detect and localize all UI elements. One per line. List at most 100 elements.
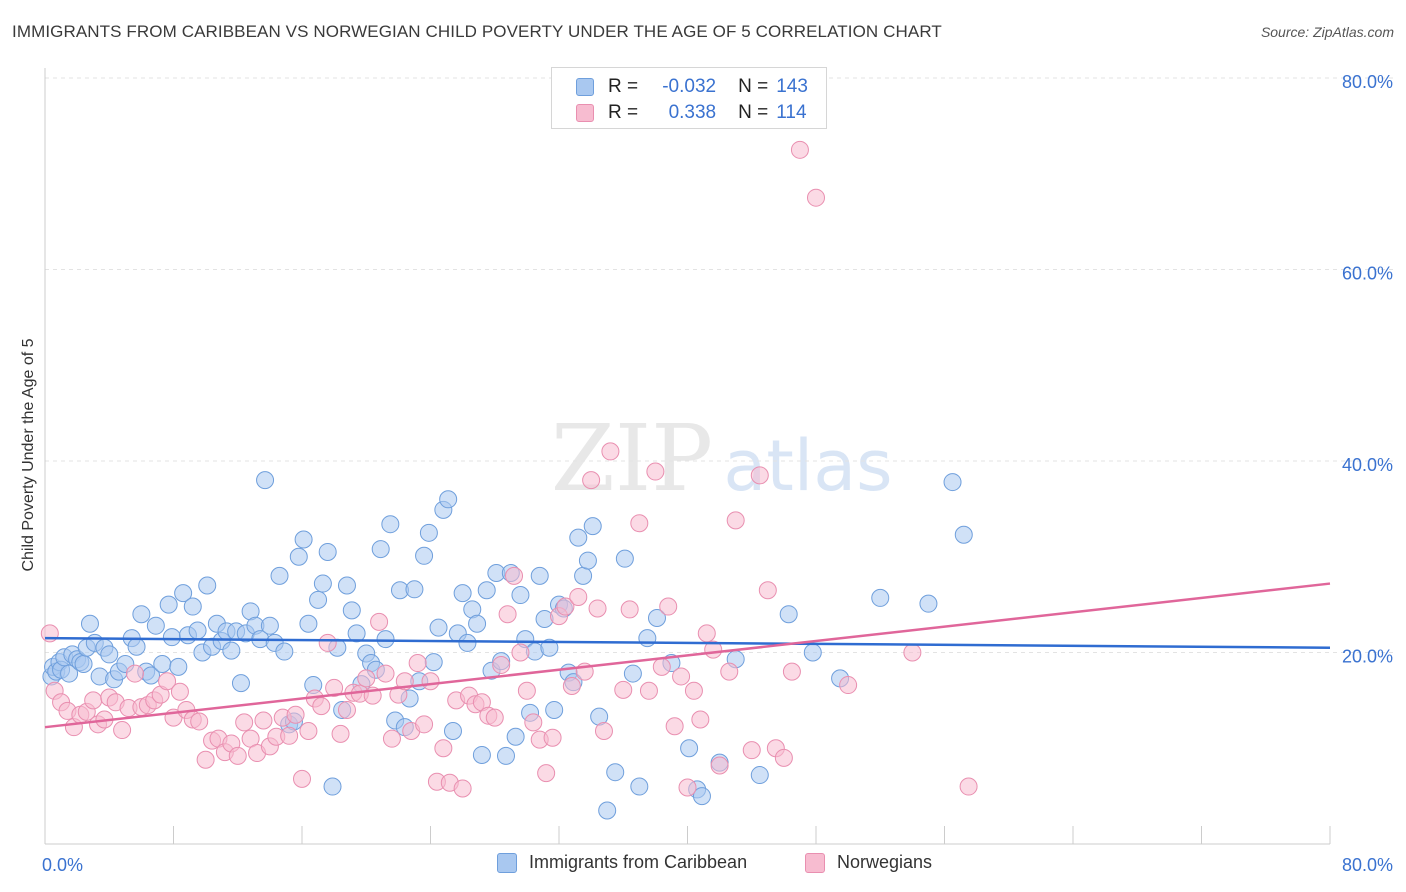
series-legend: Immigrants from Caribbean Norwegians xyxy=(0,852,1406,878)
data-point xyxy=(582,471,601,490)
grid-lines xyxy=(45,77,1393,653)
data-point xyxy=(710,756,729,775)
y-tick-label: 60.0% xyxy=(1342,264,1393,284)
data-point xyxy=(537,764,556,783)
data-point xyxy=(84,691,103,710)
data-point xyxy=(74,654,93,673)
data-point xyxy=(492,655,511,674)
data-point xyxy=(146,616,165,635)
data-point xyxy=(543,728,562,747)
r-value: 0.338 xyxy=(668,102,717,123)
data-point xyxy=(472,745,491,764)
data-point xyxy=(275,642,294,661)
trend-line-norwegians xyxy=(44,582,1331,729)
data-point xyxy=(113,721,132,740)
data-point xyxy=(453,584,472,603)
data-point xyxy=(556,597,575,616)
data-point xyxy=(60,664,79,683)
data-point xyxy=(511,586,530,605)
data-point xyxy=(256,471,275,490)
data-point xyxy=(371,540,390,559)
data-point xyxy=(672,667,691,686)
data-point xyxy=(434,739,453,758)
data-point xyxy=(190,712,209,731)
chart-title: IMMIGRANTS FROM CARIBBEAN VS NORWEGIAN C… xyxy=(12,22,942,41)
data-point xyxy=(545,700,564,719)
x-tick-label: 0.0% xyxy=(42,855,83,875)
legend-row-norwegians: R = 0.338 N = 114 xyxy=(576,101,807,125)
data-point xyxy=(524,713,543,732)
series-norwegians-points xyxy=(40,140,978,798)
data-point xyxy=(289,547,308,566)
data-point xyxy=(468,614,487,633)
data-point xyxy=(517,681,536,700)
data-point xyxy=(614,680,633,699)
data-point xyxy=(959,777,978,796)
data-point xyxy=(919,594,938,613)
data-point xyxy=(496,746,515,765)
data-point xyxy=(415,546,434,565)
data-point xyxy=(659,597,678,616)
data-point xyxy=(807,188,825,207)
data-point xyxy=(691,710,710,729)
n-value: 114 xyxy=(776,102,807,123)
data-point xyxy=(80,614,99,633)
data-point xyxy=(638,629,657,648)
data-point xyxy=(313,574,332,593)
data-point xyxy=(506,727,525,746)
r-label: R = xyxy=(608,76,639,97)
data-point xyxy=(270,566,289,585)
data-point xyxy=(309,590,328,609)
data-point xyxy=(337,576,356,595)
data-point xyxy=(170,682,189,701)
data-point xyxy=(405,580,424,599)
data-point xyxy=(505,566,524,585)
data-point xyxy=(132,605,151,624)
data-point xyxy=(511,643,530,662)
data-point xyxy=(562,677,581,696)
data-point xyxy=(678,778,697,797)
data-point xyxy=(652,657,671,676)
data-point xyxy=(954,525,973,544)
n-label: N = xyxy=(738,76,769,97)
data-point xyxy=(318,542,337,561)
data-point xyxy=(429,618,448,637)
data-point xyxy=(485,708,504,727)
data-point xyxy=(443,722,462,741)
data-point xyxy=(421,672,440,691)
data-point xyxy=(692,787,711,806)
data-point xyxy=(630,514,649,533)
data-point xyxy=(419,523,438,542)
data-point xyxy=(293,769,311,788)
data-point xyxy=(943,473,962,492)
legend-swatch-blue xyxy=(497,852,517,873)
data-point xyxy=(647,609,666,628)
data-point xyxy=(639,681,658,700)
legend-row-caribbean: R = -0.032 N = 143 xyxy=(576,75,808,99)
data-point xyxy=(280,726,299,745)
data-point xyxy=(606,763,625,782)
data-point xyxy=(623,664,642,683)
data-point xyxy=(196,750,215,769)
data-point xyxy=(381,515,400,534)
data-point xyxy=(312,697,331,716)
legend-item-caribbean: Immigrants from Caribbean xyxy=(497,852,747,873)
data-point xyxy=(684,681,703,700)
data-point xyxy=(294,530,313,549)
y-tick-label: 40.0% xyxy=(1342,455,1393,475)
data-point xyxy=(569,587,588,606)
data-point xyxy=(357,669,376,688)
data-point xyxy=(680,739,699,758)
data-point xyxy=(127,637,146,656)
data-point xyxy=(871,588,890,607)
data-point xyxy=(720,662,739,681)
data-point xyxy=(158,672,177,691)
data-point xyxy=(174,584,193,603)
data-point xyxy=(594,722,613,741)
data-point xyxy=(153,654,172,673)
data-point xyxy=(697,624,716,643)
trend-line-caribbean xyxy=(44,636,1331,649)
data-point xyxy=(578,551,597,570)
n-label: N = xyxy=(738,102,769,123)
